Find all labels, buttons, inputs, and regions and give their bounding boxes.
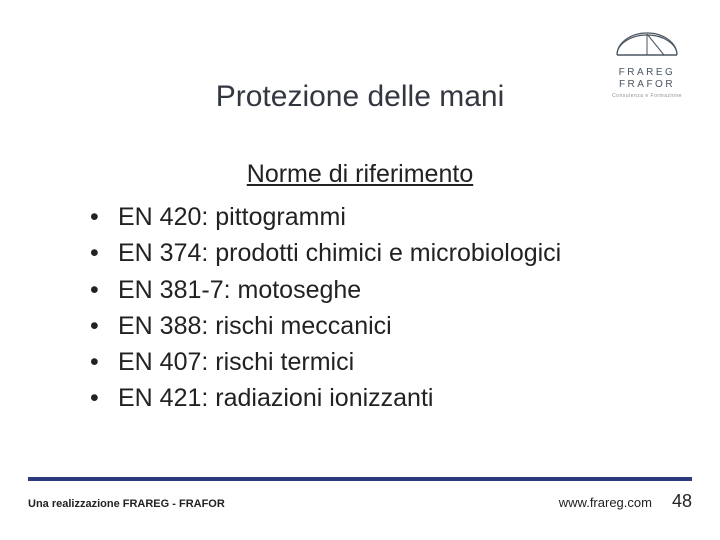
slide: FRAREG FRAFOR Consulenza e Formazione Pr…: [0, 0, 720, 540]
logo-text-line1: FRAREG: [602, 67, 692, 79]
list-item: EN 407: rischi termici: [90, 344, 650, 380]
page-number: 48: [672, 491, 692, 512]
content-subtitle: Norme di riferimento: [70, 160, 650, 189]
list-item: EN 381-7: motoseghe: [90, 272, 650, 308]
footer-rule: [28, 477, 692, 481]
list-item: EN 388: rischi meccanici: [90, 308, 650, 344]
list-item: EN 374: prodotti chimici e microbiologic…: [90, 235, 650, 271]
logo-arc-icon: [612, 30, 682, 58]
footer-right: www.frareg.com 48: [559, 491, 692, 512]
bullet-list: EN 420: pittogrammi EN 374: prodotti chi…: [70, 199, 650, 417]
footer: Una realizzazione FRAREG - FRAFOR www.fr…: [28, 477, 692, 512]
slide-content: Norme di riferimento EN 420: pittogrammi…: [70, 160, 650, 417]
footer-row: Una realizzazione FRAREG - FRAFOR www.fr…: [28, 491, 692, 512]
slide-title: Protezione delle mani: [0, 80, 720, 114]
list-item: EN 421: radiazioni ionizzanti: [90, 380, 650, 416]
footer-url: www.frareg.com: [559, 495, 652, 510]
list-item: EN 420: pittogrammi: [90, 199, 650, 235]
footer-credit: Una realizzazione FRAREG - FRAFOR: [28, 498, 225, 510]
